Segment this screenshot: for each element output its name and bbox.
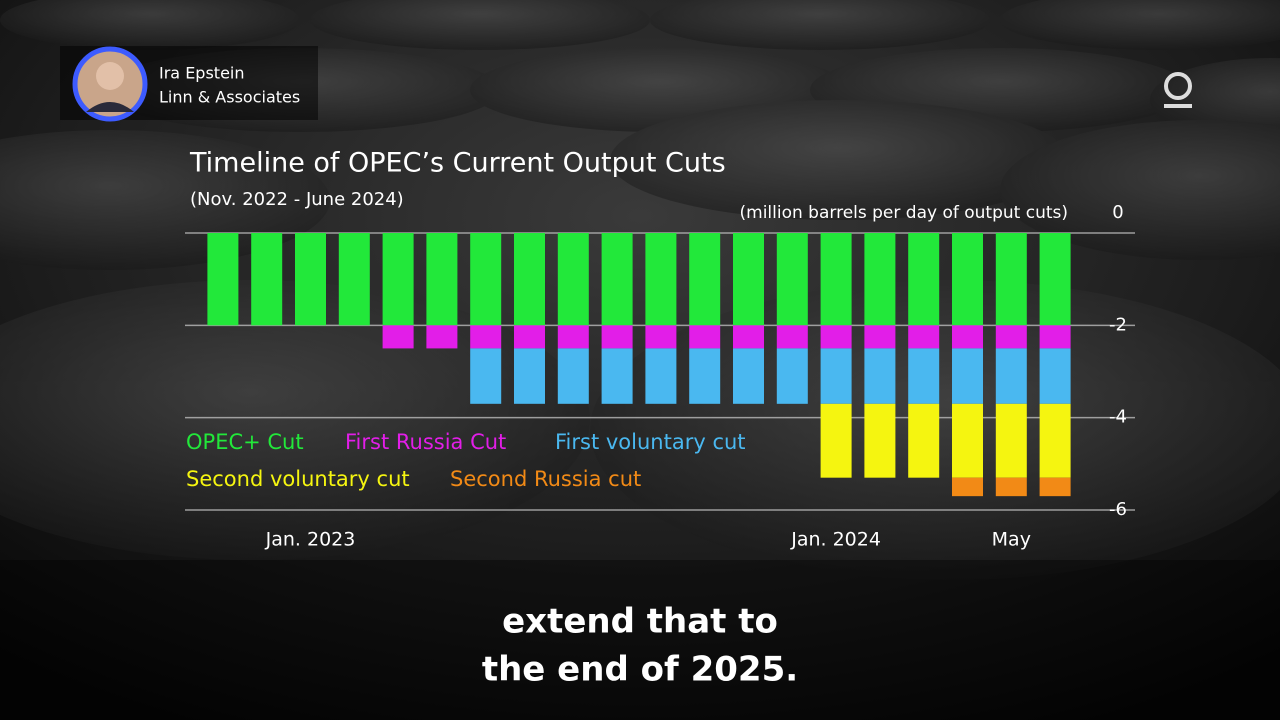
bar-segment (557, 348, 589, 404)
bar-segment (733, 233, 764, 326)
bar-segment (207, 233, 239, 326)
speaker-name: Ira Epstein (159, 64, 245, 83)
bar-segment (864, 403, 896, 478)
bar-segment (426, 325, 458, 349)
bar-segment (689, 325, 721, 349)
bar-segment (864, 233, 896, 326)
bar-segment (820, 348, 852, 404)
bar-segment (733, 348, 764, 404)
bar-segment (1039, 477, 1071, 497)
speaker-affiliation: Linn & Associates (159, 88, 300, 107)
avatar-body (86, 102, 134, 112)
bar-segment (995, 233, 1027, 326)
bar-segment (995, 325, 1027, 349)
bar-segment (908, 325, 940, 349)
bar-segment (470, 233, 502, 326)
bar-segment (557, 325, 589, 349)
chart-title: Timeline of OPEC’s Current Output Cuts (189, 148, 726, 179)
legend-entry: Second voluntary cut (186, 467, 410, 491)
y-tick-label: -4 (1109, 407, 1127, 428)
bar-segment (1039, 325, 1071, 349)
bar-segment (952, 403, 983, 478)
bar-segment (601, 233, 633, 326)
bar-segment (952, 233, 983, 326)
caption-line: extend that to (502, 602, 778, 642)
bar-segment (557, 233, 589, 326)
legend-entry: First voluntary cut (555, 430, 746, 454)
bar-segment (820, 233, 852, 326)
y-tick-label: -6 (1109, 499, 1127, 520)
bar-segment (995, 403, 1027, 478)
bar-segment (733, 325, 764, 349)
caption-line: the end of 2025. (482, 650, 798, 690)
bar-segment (820, 403, 852, 478)
y-tick-label: 0 (1112, 202, 1123, 223)
bar-segment (952, 325, 983, 349)
avatar-face (96, 62, 124, 90)
bar-segment (908, 233, 940, 326)
bar-segment (689, 233, 721, 326)
x-tick-label: May (992, 529, 1031, 551)
bar-segment (382, 325, 414, 349)
bar-segment (776, 325, 808, 349)
bar-segment (952, 348, 983, 404)
bar-segment (470, 325, 502, 349)
bar-segment (601, 325, 633, 349)
bar-segment (776, 233, 808, 326)
bar-segment (645, 348, 677, 404)
bar-segment (514, 233, 545, 326)
bar-segment (514, 325, 545, 349)
bar-segment (864, 325, 896, 349)
bar-segment (995, 477, 1027, 497)
bar-segment (295, 233, 326, 326)
x-tick-label: Jan. 2024 (790, 529, 881, 551)
bar-segment (426, 233, 458, 326)
bar-segment (689, 348, 721, 404)
chart-subtitle: (Nov. 2022 - June 2024) (190, 189, 404, 210)
bar-segment (470, 348, 502, 404)
bar-segment (645, 325, 677, 349)
channel-logo (1164, 72, 1192, 108)
bar-segment (995, 348, 1027, 404)
bar-segment (820, 325, 852, 349)
y-axis-label: (million barrels per day of output cuts) (740, 203, 1068, 223)
y-tick-label: -2 (1109, 314, 1127, 335)
caption-shade (0, 560, 1280, 720)
bar-segment (1039, 403, 1071, 478)
legend-entry: OPEC+ Cut (186, 430, 304, 454)
legend-entry: Second Russia cut (450, 467, 641, 491)
x-tick-label: Jan. 2023 (265, 529, 356, 551)
bar-segment (338, 233, 370, 326)
bar-segment (952, 477, 983, 497)
bar-segment (382, 233, 414, 326)
bar-segment (1039, 233, 1071, 326)
bar-segment (1039, 348, 1071, 404)
bar-segment (514, 348, 545, 404)
legend-entry: First Russia Cut (345, 430, 506, 454)
bar-segment (864, 348, 896, 404)
bar-segment (645, 233, 677, 326)
bar-segment (776, 348, 808, 404)
bar-segment (601, 348, 633, 404)
bar-segment (908, 348, 940, 404)
bar-segment (908, 403, 940, 478)
bar-segment (251, 233, 283, 326)
